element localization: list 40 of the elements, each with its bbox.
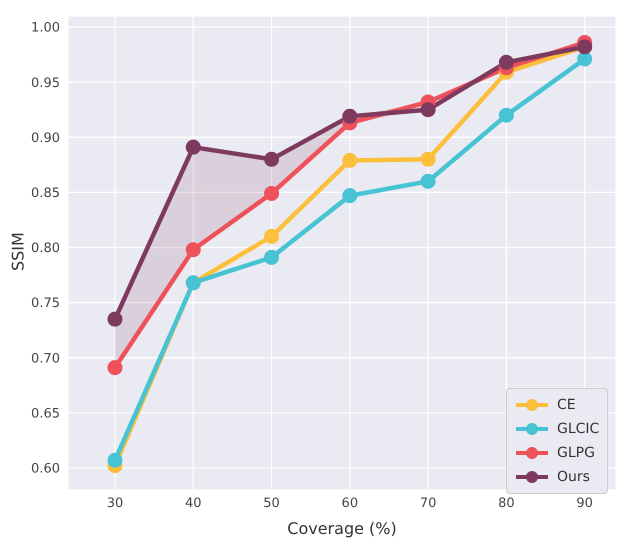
x-axis-title: Coverage (%) bbox=[287, 519, 397, 538]
legend-label: CE bbox=[557, 397, 576, 413]
point bbox=[420, 174, 436, 189]
x-tick-label: 70 bbox=[420, 496, 436, 512]
point bbox=[420, 102, 436, 118]
y-tick-label: 0.75 bbox=[31, 296, 60, 312]
point bbox=[498, 54, 514, 70]
y-tick-label: 0.60 bbox=[31, 462, 60, 477]
y-tick-label: 0.80 bbox=[31, 241, 60, 256]
legend-label: GLCIC bbox=[557, 421, 600, 437]
y-tick-label: 1.00 bbox=[31, 20, 60, 36]
y-tick-label: 0.65 bbox=[31, 406, 60, 422]
point bbox=[264, 152, 280, 167]
x-tick-label: 30 bbox=[106, 496, 124, 512]
point bbox=[186, 242, 201, 258]
y-axis-title: SSIM bbox=[8, 232, 28, 271]
point bbox=[498, 108, 514, 123]
y-tick-label: 0.70 bbox=[31, 351, 60, 366]
x-tick-label: 80 bbox=[498, 496, 515, 512]
y-tick-label: 0.95 bbox=[31, 76, 60, 91]
x-tick-label: 60 bbox=[342, 496, 358, 512]
x-tick-label: 90 bbox=[576, 496, 593, 512]
legend-label: Ours bbox=[557, 469, 590, 485]
legend-label: GLPG bbox=[557, 445, 595, 461]
point bbox=[342, 188, 358, 204]
point bbox=[420, 152, 436, 167]
point bbox=[186, 140, 201, 155]
point bbox=[107, 312, 122, 327]
point bbox=[264, 186, 280, 201]
point bbox=[107, 452, 122, 468]
y-tick-label: 0.85 bbox=[31, 186, 60, 201]
point bbox=[342, 152, 358, 168]
point bbox=[264, 228, 280, 244]
point bbox=[107, 360, 122, 376]
x-tick-label: 50 bbox=[263, 496, 280, 512]
point bbox=[342, 108, 358, 124]
point bbox=[577, 51, 592, 66]
y-tick-label: 0.90 bbox=[31, 130, 60, 146]
x-tick-label: 40 bbox=[184, 496, 202, 512]
point bbox=[264, 250, 280, 265]
